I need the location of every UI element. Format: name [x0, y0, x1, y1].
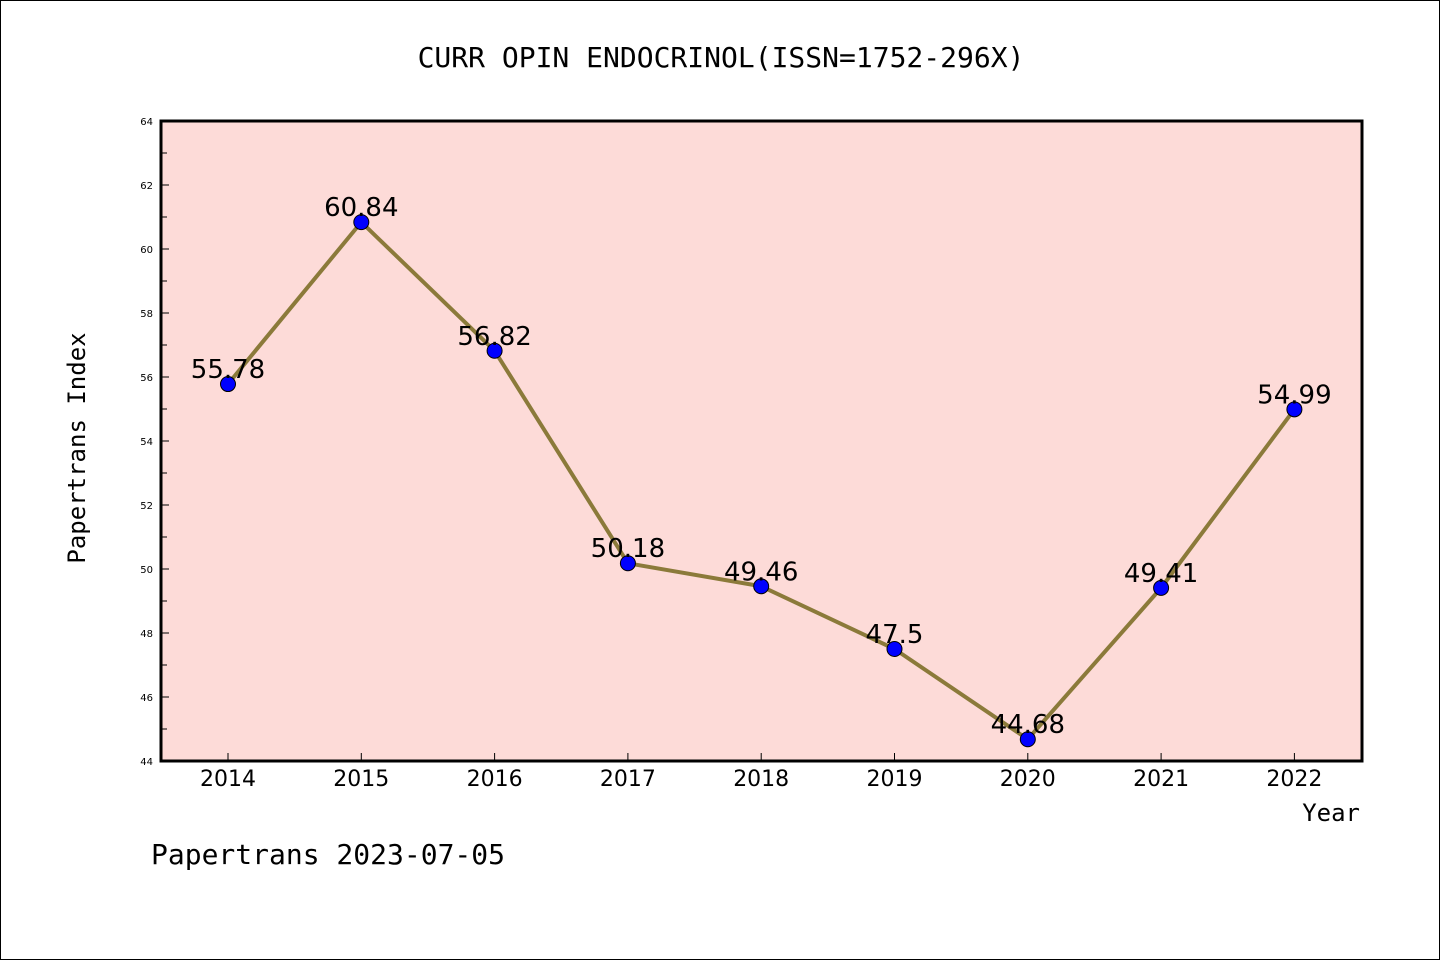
data-label: 54.99	[1257, 380, 1331, 410]
data-label: 50.18	[591, 534, 665, 564]
x-tick-label: 2017	[600, 767, 656, 792]
y-tick-label: 62	[140, 181, 153, 192]
data-point	[753, 578, 770, 595]
data-point	[220, 376, 236, 393]
x-axis-label: Year	[1302, 799, 1360, 827]
data-point	[1286, 401, 1303, 418]
x-tick-label: 2016	[467, 767, 523, 792]
data-label: 49.46	[724, 557, 798, 587]
data-labels: 55.78 60.84 56.82 50.18 49.46 47.5 44.68 49.41 5…	[191, 193, 1332, 740]
data-point	[353, 214, 370, 231]
y-axis: 44 46 48 50 52 54 56 58 60 62 64	[140, 117, 169, 768]
x-tick-label: 2015	[333, 767, 389, 792]
data-point	[486, 342, 503, 359]
y-tick-label: 46	[140, 693, 153, 704]
y-tick-label: 58	[140, 309, 153, 320]
data-point	[1019, 731, 1036, 748]
x-tick-label: 2019	[867, 767, 923, 792]
x-tick-label: 2022	[1266, 767, 1322, 792]
y-tick-label: 48	[140, 629, 153, 640]
data-label: 49.41	[1124, 559, 1198, 589]
x-tick-label: 2014	[200, 767, 256, 792]
y-tick-label: 54	[140, 437, 153, 448]
data-label: 47.5	[866, 620, 924, 650]
data-point	[619, 555, 636, 572]
y-tick-label: 52	[140, 501, 153, 512]
data-point	[886, 641, 903, 657]
x-tick-label: 2018	[733, 767, 789, 792]
chart-title: CURR OPIN ENDOCRINOL(ISSN=1752-296X)	[418, 41, 1025, 74]
data-label: 55.78	[191, 355, 265, 385]
data-markers	[220, 214, 1303, 748]
x-axis: 2014 2015 2016 2017 2018 2019 2020 2021 2022	[200, 753, 1322, 792]
x-tick-label: 2021	[1133, 767, 1189, 792]
data-label: 56.82	[457, 322, 531, 352]
data-label: 44.68	[991, 710, 1065, 740]
y-tick-label: 60	[140, 245, 153, 256]
footer-text: Papertrans 2023-07-05	[151, 838, 505, 871]
data-label: 60.84	[324, 193, 398, 223]
y-tick-label: 56	[140, 373, 153, 384]
y-axis-label: Papertrans Index	[63, 332, 91, 563]
y-tick-label: 50	[140, 565, 153, 576]
data-point	[1153, 579, 1170, 596]
x-tick-label: 2020	[1000, 767, 1056, 792]
y-tick-label: 44	[140, 757, 153, 768]
y-tick-label: 64	[140, 117, 153, 128]
